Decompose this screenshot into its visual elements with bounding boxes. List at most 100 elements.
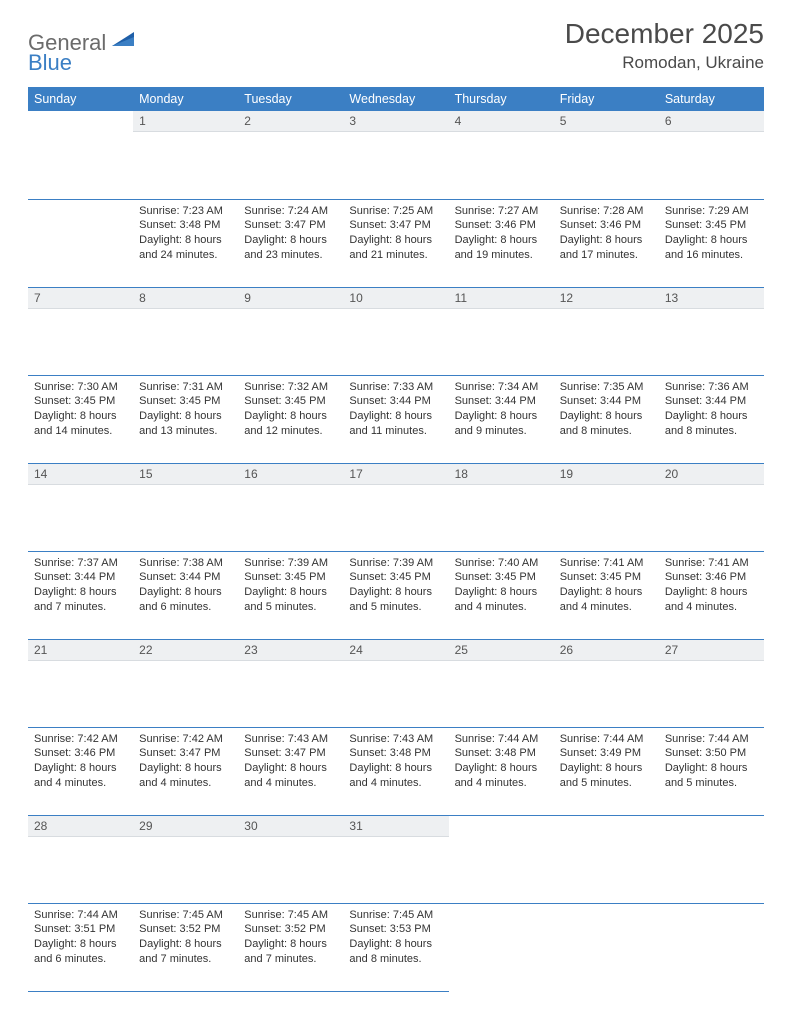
sunset-line: Sunset: 3:46 PM	[455, 218, 548, 233]
sunrise-line: Sunrise: 7:28 AM	[560, 204, 653, 219]
day-details: Sunrise: 7:42 AMSunset: 3:46 PMDaylight:…	[28, 728, 133, 797]
sunset-line: Sunset: 3:44 PM	[455, 394, 548, 409]
sunrise-line: Sunrise: 7:44 AM	[560, 732, 653, 747]
day-number: 12	[554, 288, 659, 309]
sunset-line: Sunset: 3:51 PM	[34, 922, 127, 937]
sunset-line: Sunset: 3:52 PM	[139, 922, 232, 937]
sunrise-line: Sunrise: 7:42 AM	[34, 732, 127, 747]
day-number: 26	[554, 640, 659, 661]
daylight-line: Daylight: 8 hours and 11 minutes.	[349, 409, 442, 439]
day-number: 8	[133, 288, 238, 309]
sunset-line: Sunset: 3:46 PM	[560, 218, 653, 233]
sunrise-line: Sunrise: 7:45 AM	[349, 908, 442, 923]
sunrise-line: Sunrise: 7:45 AM	[244, 908, 337, 923]
week-daynum-row: 28293031	[28, 815, 764, 903]
page-header: General December 2025 Romodan, Ukraine	[28, 18, 764, 73]
day-details: Sunrise: 7:31 AMSunset: 3:45 PMDaylight:…	[133, 376, 238, 445]
day-number: 9	[238, 288, 343, 309]
location-label: Romodan, Ukraine	[565, 53, 764, 73]
day-number-cell: 9	[238, 287, 343, 375]
daylight-line: Daylight: 8 hours and 7 minutes.	[34, 585, 127, 615]
day-cell: Sunrise: 7:44 AMSunset: 3:50 PMDaylight:…	[659, 727, 764, 815]
day-number: 17	[343, 464, 448, 485]
week-daynum-row: 123456	[28, 111, 764, 199]
day-number-cell: 28	[28, 815, 133, 903]
sunset-line: Sunset: 3:48 PM	[349, 746, 442, 761]
sunrise-line: Sunrise: 7:34 AM	[455, 380, 548, 395]
day-details: Sunrise: 7:28 AMSunset: 3:46 PMDaylight:…	[554, 200, 659, 269]
day-details: Sunrise: 7:24 AMSunset: 3:47 PMDaylight:…	[238, 200, 343, 269]
title-block: December 2025 Romodan, Ukraine	[565, 18, 764, 73]
sunrise-line: Sunrise: 7:25 AM	[349, 204, 442, 219]
daylight-line: Daylight: 8 hours and 8 minutes.	[560, 409, 653, 439]
day-number-cell: 6	[659, 111, 764, 199]
daylight-line: Daylight: 8 hours and 4 minutes.	[455, 585, 548, 615]
day-cell: Sunrise: 7:25 AMSunset: 3:47 PMDaylight:…	[343, 199, 448, 287]
day-number: 22	[133, 640, 238, 661]
day-cell: Sunrise: 7:30 AMSunset: 3:45 PMDaylight:…	[28, 375, 133, 463]
day-cell: Sunrise: 7:32 AMSunset: 3:45 PMDaylight:…	[238, 375, 343, 463]
day-number: 4	[449, 111, 554, 132]
day-number-cell: 23	[238, 639, 343, 727]
day-number: 21	[28, 640, 133, 661]
daylight-line: Daylight: 8 hours and 5 minutes.	[349, 585, 442, 615]
sunrise-line: Sunrise: 7:41 AM	[560, 556, 653, 571]
day-cell	[449, 903, 554, 991]
daylight-line: Daylight: 8 hours and 6 minutes.	[34, 937, 127, 967]
day-cell: Sunrise: 7:37 AMSunset: 3:44 PMDaylight:…	[28, 551, 133, 639]
day-details: Sunrise: 7:38 AMSunset: 3:44 PMDaylight:…	[133, 552, 238, 621]
sunrise-line: Sunrise: 7:43 AM	[349, 732, 442, 747]
sunset-line: Sunset: 3:46 PM	[665, 570, 758, 585]
sunset-line: Sunset: 3:49 PM	[560, 746, 653, 761]
day-number-cell: 13	[659, 287, 764, 375]
day-cell: Sunrise: 7:43 AMSunset: 3:47 PMDaylight:…	[238, 727, 343, 815]
day-details: Sunrise: 7:35 AMSunset: 3:44 PMDaylight:…	[554, 376, 659, 445]
day-details: Sunrise: 7:41 AMSunset: 3:46 PMDaylight:…	[659, 552, 764, 621]
daylight-line: Daylight: 8 hours and 5 minutes.	[665, 761, 758, 791]
sunset-line: Sunset: 3:52 PM	[244, 922, 337, 937]
daylight-line: Daylight: 8 hours and 4 minutes.	[34, 761, 127, 791]
day-number-cell: 31	[343, 815, 448, 903]
sunset-line: Sunset: 3:44 PM	[139, 570, 232, 585]
day-number: 10	[343, 288, 448, 309]
sunset-line: Sunset: 3:45 PM	[560, 570, 653, 585]
day-details: Sunrise: 7:44 AMSunset: 3:50 PMDaylight:…	[659, 728, 764, 797]
daylight-line: Daylight: 8 hours and 4 minutes.	[244, 761, 337, 791]
day-number-cell: 3	[343, 111, 448, 199]
sunrise-line: Sunrise: 7:32 AM	[244, 380, 337, 395]
day-number-cell: 21	[28, 639, 133, 727]
day-number-cell: 11	[449, 287, 554, 375]
day-number-cell: 20	[659, 463, 764, 551]
sunrise-line: Sunrise: 7:44 AM	[34, 908, 127, 923]
day-number	[449, 816, 554, 822]
day-number: 19	[554, 464, 659, 485]
day-cell: Sunrise: 7:45 AMSunset: 3:53 PMDaylight:…	[343, 903, 448, 991]
day-number-cell	[28, 111, 133, 199]
daylight-line: Daylight: 8 hours and 17 minutes.	[560, 233, 653, 263]
day-details: Sunrise: 7:33 AMSunset: 3:44 PMDaylight:…	[343, 376, 448, 445]
day-number-cell: 1	[133, 111, 238, 199]
logo-blue-wrap: Blue	[28, 50, 72, 76]
day-details: Sunrise: 7:39 AMSunset: 3:45 PMDaylight:…	[238, 552, 343, 621]
calendar-page: General December 2025 Romodan, Ukraine B…	[0, 0, 792, 1012]
day-cell: Sunrise: 7:34 AMSunset: 3:44 PMDaylight:…	[449, 375, 554, 463]
week-daynum-row: 14151617181920	[28, 463, 764, 551]
day-details: Sunrise: 7:45 AMSunset: 3:52 PMDaylight:…	[133, 904, 238, 973]
week-row: Sunrise: 7:42 AMSunset: 3:46 PMDaylight:…	[28, 727, 764, 815]
day-number: 14	[28, 464, 133, 485]
day-cell: Sunrise: 7:39 AMSunset: 3:45 PMDaylight:…	[238, 551, 343, 639]
sunrise-line: Sunrise: 7:44 AM	[665, 732, 758, 747]
day-number: 13	[659, 288, 764, 309]
sunset-line: Sunset: 3:45 PM	[349, 570, 442, 585]
calendar-body: 123456Sunrise: 7:23 AMSunset: 3:48 PMDay…	[28, 111, 764, 991]
day-details: Sunrise: 7:42 AMSunset: 3:47 PMDaylight:…	[133, 728, 238, 797]
logo-flag-icon	[112, 32, 134, 55]
daylight-line: Daylight: 8 hours and 21 minutes.	[349, 233, 442, 263]
sunset-line: Sunset: 3:46 PM	[34, 746, 127, 761]
day-number-cell: 10	[343, 287, 448, 375]
day-details: Sunrise: 7:29 AMSunset: 3:45 PMDaylight:…	[659, 200, 764, 269]
weekday-header: Thursday	[449, 87, 554, 111]
daylight-line: Daylight: 8 hours and 5 minutes.	[560, 761, 653, 791]
sunset-line: Sunset: 3:47 PM	[139, 746, 232, 761]
day-cell: Sunrise: 7:40 AMSunset: 3:45 PMDaylight:…	[449, 551, 554, 639]
